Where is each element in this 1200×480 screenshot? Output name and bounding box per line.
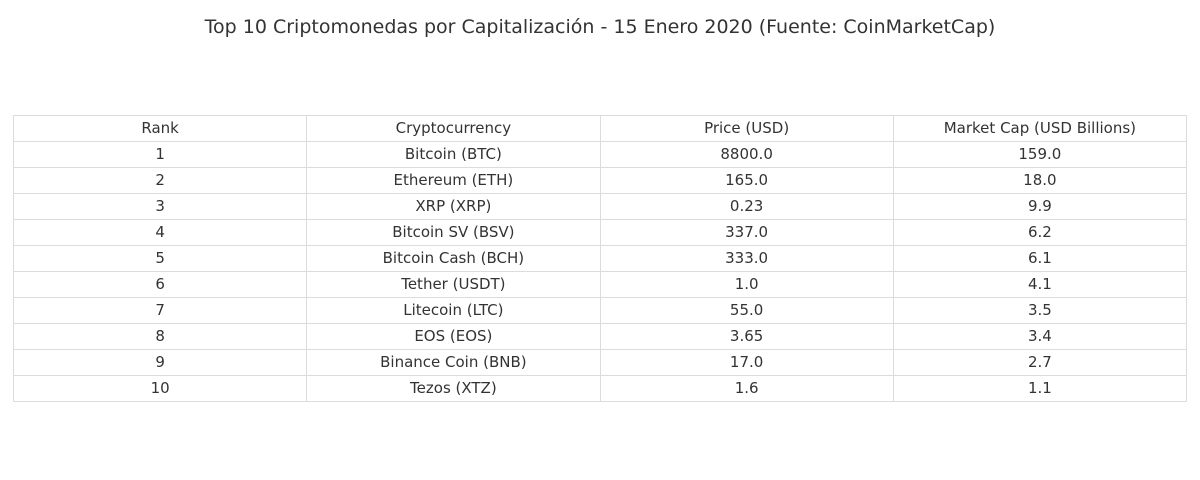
cryptocurrency-cell: Binance Coin (BNB) <box>306 349 601 376</box>
market-cap-cell: 3.5 <box>892 297 1188 324</box>
cryptocurrency-cell: Bitcoin SV (BSV) <box>306 219 601 246</box>
rank-cell: 1 <box>12 141 308 168</box>
price-cell: 333.0 <box>599 245 894 272</box>
price-cell: 8800.0 <box>599 141 894 168</box>
cryptocurrency-cell: XRP (XRP) <box>306 193 601 220</box>
cryptocurrency-cell: Ethereum (ETH) <box>306 167 601 194</box>
market-cap-cell: 4.1 <box>892 271 1188 298</box>
cryptocurrency-cell: EOS (EOS) <box>306 323 601 350</box>
cryptocurrency-cell: Bitcoin (BTC) <box>306 141 601 168</box>
rank-cell: 6 <box>12 271 308 298</box>
table-body: 1 Bitcoin (BTC) 8800.0 159.0 2 Ethereum (ETH)… <box>12 141 1188 402</box>
rank-cell: 4 <box>12 219 308 246</box>
cryptocurrency-cell: Tether (USDT) <box>306 271 601 298</box>
table-row: 10 Tezos (XTZ) 1.6 1.1 <box>12 375 1188 402</box>
crypto-table: Rank Cryptocurrency Price (USD) Market C… <box>12 115 1188 402</box>
rank-cell: 9 <box>12 349 308 376</box>
price-cell: 337.0 <box>599 219 894 246</box>
price-cell: 3.65 <box>599 323 894 350</box>
price-cell: 165.0 <box>599 167 894 194</box>
chart-title: Top 10 Criptomonedas por Capitalización … <box>204 16 996 38</box>
rank-cell: 2 <box>12 167 308 194</box>
market-cap-cell: 9.9 <box>892 193 1188 220</box>
rank-cell: 10 <box>12 375 308 402</box>
column-header-price: Price (USD) <box>599 115 894 142</box>
market-cap-cell: 6.1 <box>892 245 1188 272</box>
cryptocurrency-cell: Litecoin (LTC) <box>306 297 601 324</box>
table-row: 7 Litecoin (LTC) 55.0 3.5 <box>12 297 1188 324</box>
price-cell: 0.23 <box>599 193 894 220</box>
table-row: 2 Ethereum (ETH) 165.0 18.0 <box>12 167 1188 194</box>
price-cell: 17.0 <box>599 349 894 376</box>
table-row: 6 Tether (USDT) 1.0 4.1 <box>12 271 1188 298</box>
header-row: Rank Cryptocurrency Price (USD) Market C… <box>12 115 1188 142</box>
cryptocurrency-cell: Bitcoin Cash (BCH) <box>306 245 601 272</box>
market-cap-cell: 3.4 <box>892 323 1188 350</box>
rank-cell: 8 <box>12 323 308 350</box>
price-cell: 55.0 <box>599 297 894 324</box>
market-cap-cell: 6.2 <box>892 219 1188 246</box>
table-row: 1 Bitcoin (BTC) 8800.0 159.0 <box>12 141 1188 168</box>
rank-cell: 7 <box>12 297 308 324</box>
column-header-cryptocurrency: Cryptocurrency <box>306 115 601 142</box>
market-cap-cell: 18.0 <box>892 167 1188 194</box>
column-header-market-cap: Market Cap (USD Billions) <box>892 115 1188 142</box>
market-cap-cell: 1.1 <box>892 375 1188 402</box>
market-cap-cell: 159.0 <box>892 141 1188 168</box>
cryptocurrency-cell: Tezos (XTZ) <box>306 375 601 402</box>
table-row: 5 Bitcoin Cash (BCH) 333.0 6.1 <box>12 245 1188 272</box>
rank-cell: 3 <box>12 193 308 220</box>
table-row: 4 Bitcoin SV (BSV) 337.0 6.2 <box>12 219 1188 246</box>
table-row: 8 EOS (EOS) 3.65 3.4 <box>12 323 1188 350</box>
table-row: 3 XRP (XRP) 0.23 9.9 <box>12 193 1188 220</box>
market-cap-cell: 2.7 <box>892 349 1188 376</box>
price-cell: 1.6 <box>599 375 894 402</box>
column-header-rank: Rank <box>12 115 308 142</box>
rank-cell: 5 <box>12 245 308 272</box>
price-cell: 1.0 <box>599 271 894 298</box>
table-row: 9 Binance Coin (BNB) 17.0 2.7 <box>12 349 1188 376</box>
